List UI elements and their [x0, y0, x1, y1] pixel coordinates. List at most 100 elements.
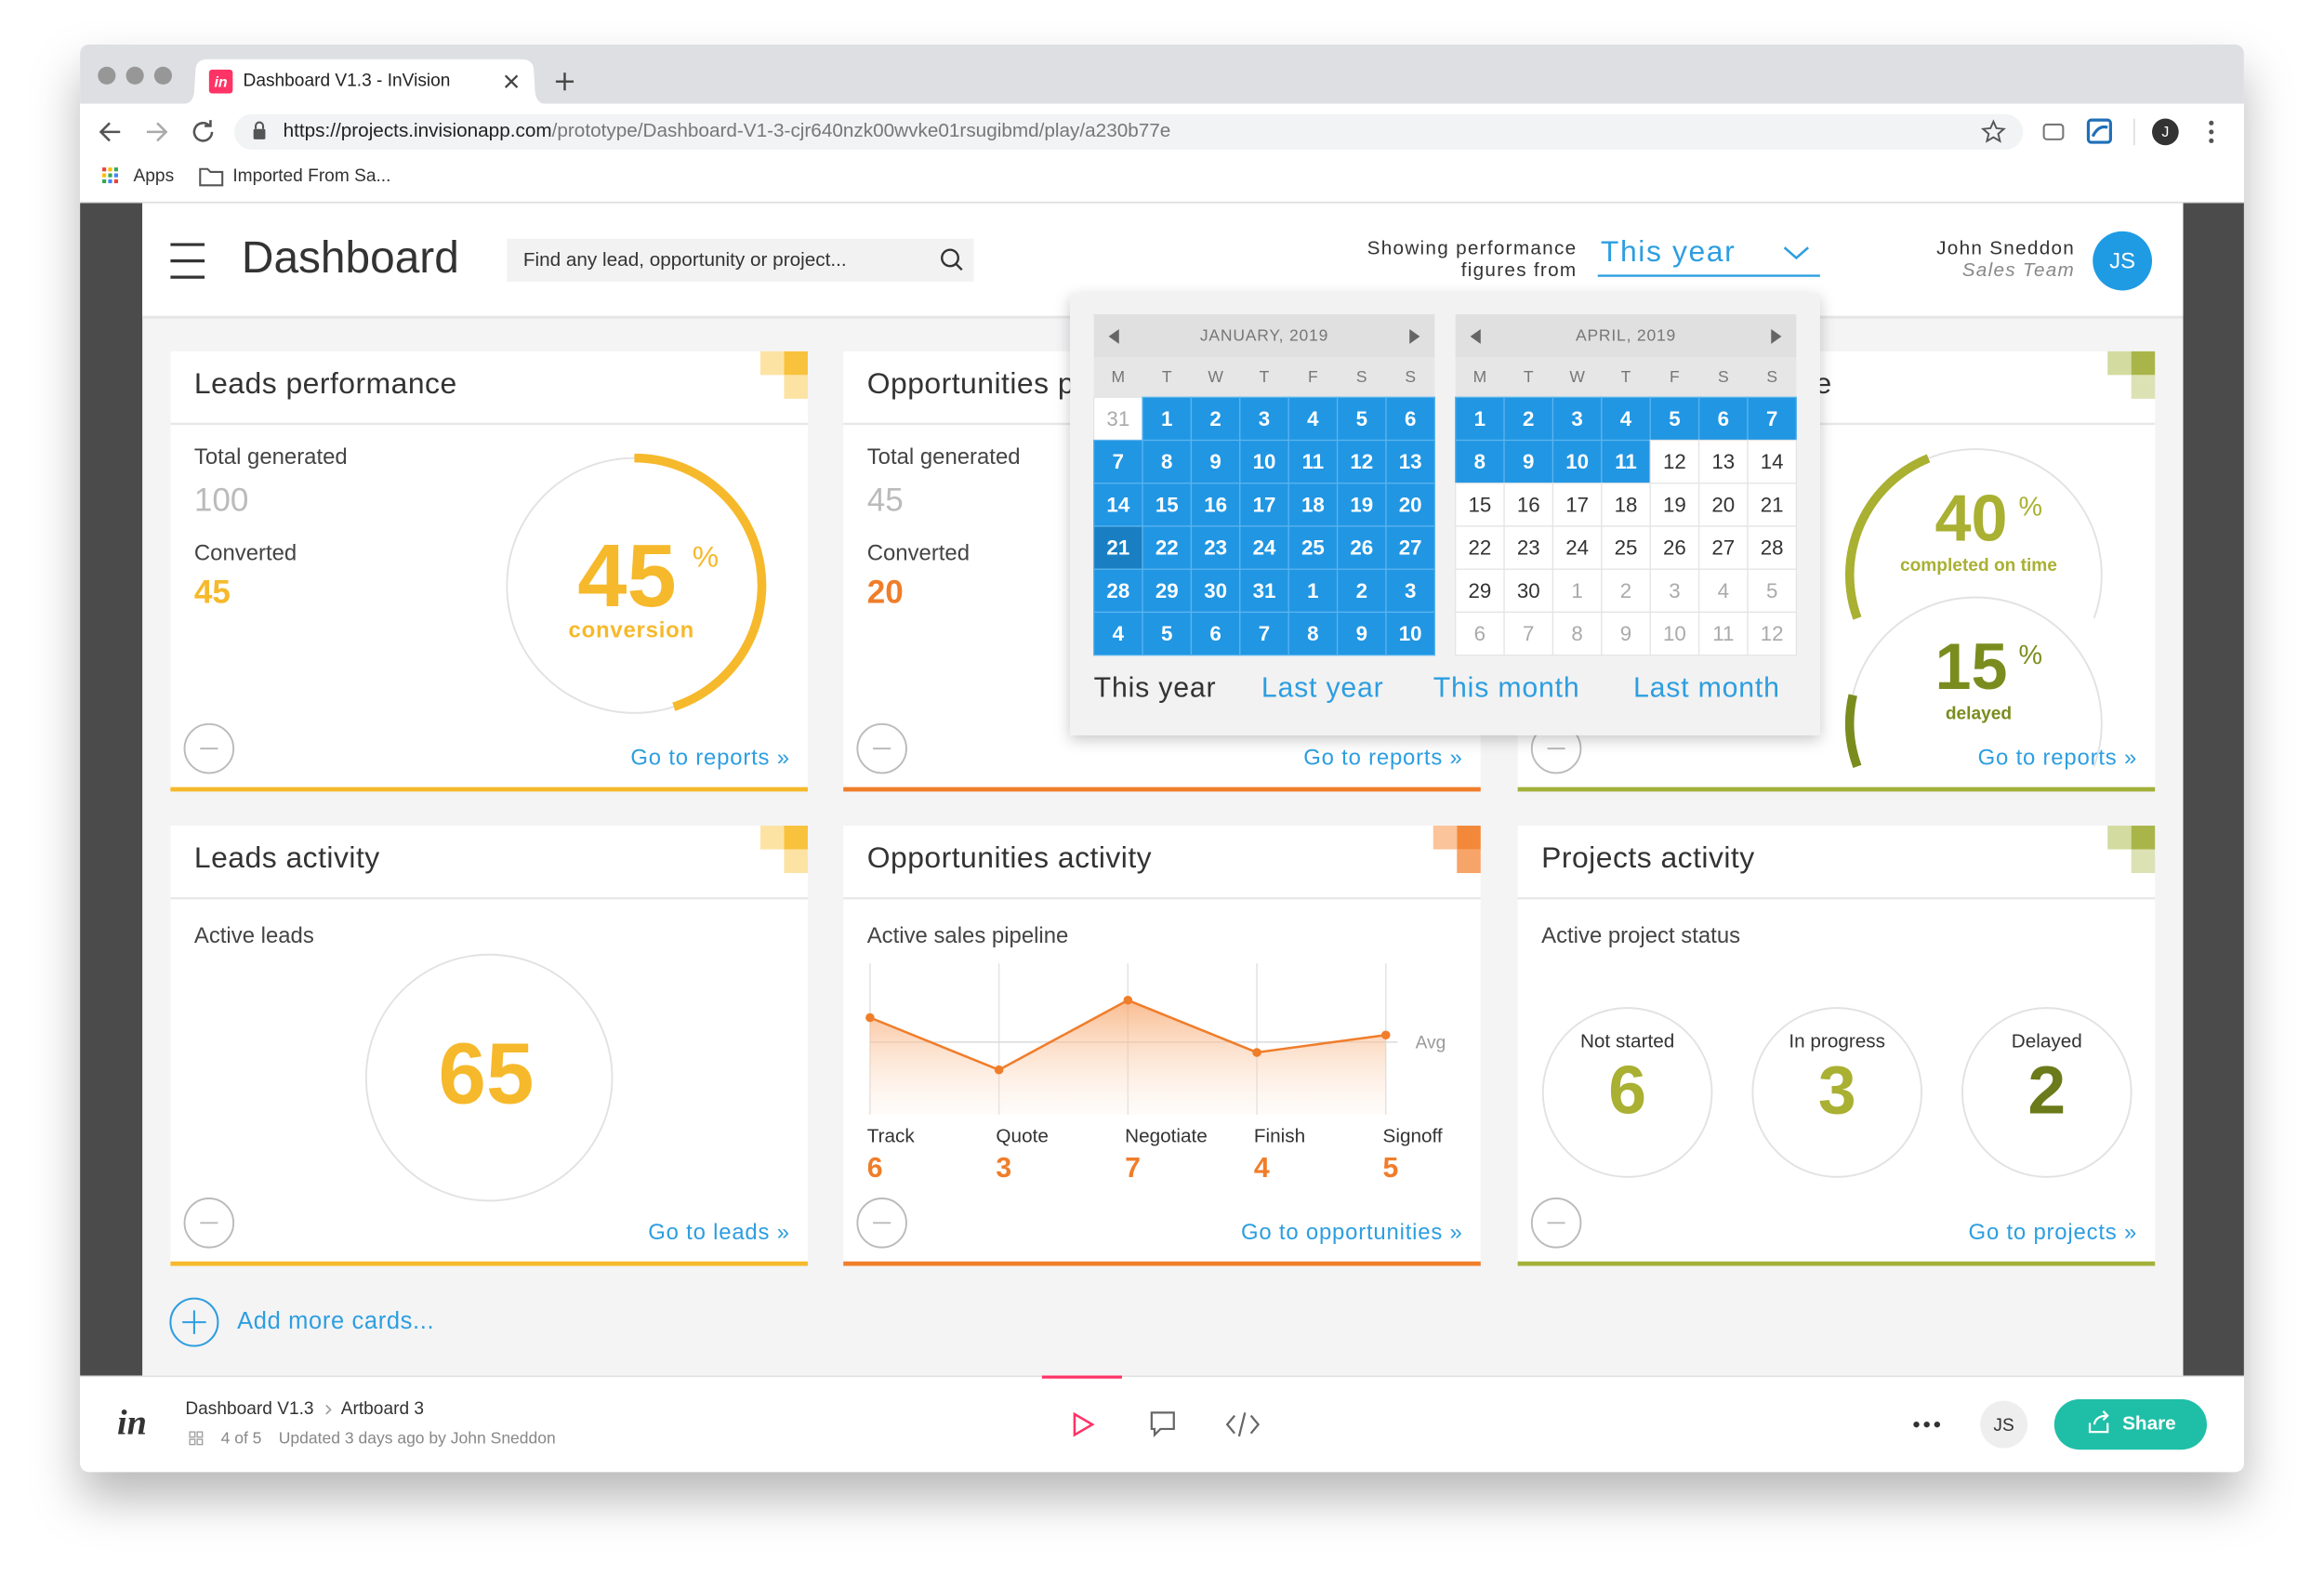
comment-mode[interactable] — [1150, 1411, 1175, 1438]
bookmark: Imported From Sa... — [232, 166, 390, 186]
day-cell[interactable] — [1601, 439, 1651, 484]
date-preset[interactable]: Last year — [1261, 672, 1384, 703]
collapse-button[interactable] — [183, 722, 235, 774]
more-dot[interactable] — [1913, 1421, 1920, 1428]
day-cell[interactable] — [1190, 611, 1241, 656]
collapse-button[interactable] — [856, 1198, 907, 1249]
add-cards-button[interactable] — [169, 1297, 219, 1347]
day-cell[interactable] — [1093, 568, 1143, 614]
day-cell[interactable] — [1455, 611, 1505, 656]
lock-icon — [253, 128, 266, 139]
profile-avatar — [2152, 118, 2179, 146]
period-label: figures from — [1461, 259, 1578, 281]
day-cell[interactable] — [1503, 525, 1554, 570]
preview-mode[interactable] — [1073, 1411, 1095, 1437]
day-cell[interactable] — [1697, 396, 1749, 442]
card-link[interactable]: Go to reports » — [1303, 746, 1462, 771]
day-cell[interactable] — [1287, 611, 1339, 656]
share-label[interactable]: Share — [2122, 1413, 2176, 1435]
day-cell[interactable] — [1552, 396, 1603, 442]
card-link[interactable]: Go to projects » — [1969, 1220, 2138, 1245]
more-dot[interactable] — [1923, 1421, 1930, 1428]
day-cell[interactable] — [1093, 611, 1143, 656]
day-cell[interactable] — [1747, 396, 1798, 442]
day-cell[interactable] — [1552, 568, 1603, 614]
month-prev[interactable] — [1108, 328, 1119, 344]
url-path: /prototype/Dashboard-V1-3-cjr640nzk00wvk… — [552, 120, 1171, 141]
tab — [183, 59, 546, 104]
day-cell[interactable] — [1287, 483, 1339, 527]
day-cell[interactable] — [1455, 396, 1505, 442]
collapse-button[interactable] — [856, 722, 907, 774]
card-link[interactable]: Go to reports » — [630, 746, 789, 771]
day-cell[interactable] — [1455, 568, 1505, 614]
day-cell[interactable] — [1190, 525, 1241, 570]
day-cell[interactable] — [1455, 439, 1505, 484]
day-cell[interactable] — [1747, 439, 1798, 484]
card-link[interactable]: Go to leads » — [648, 1220, 790, 1245]
pipeline-value: 5 — [1383, 1153, 1399, 1184]
day-cell[interactable] — [1747, 483, 1798, 527]
pipeline-point — [994, 1065, 1004, 1075]
more-dot[interactable] — [1934, 1421, 1941, 1428]
share-button[interactable] — [2053, 1399, 2207, 1450]
day-cell[interactable] — [1503, 396, 1554, 442]
day-cell[interactable] — [1747, 525, 1798, 570]
search-icon-handle — [955, 262, 963, 271]
day-cell[interactable] — [1455, 525, 1505, 570]
day-cell[interactable] — [1385, 483, 1435, 527]
month-next[interactable] — [1409, 328, 1420, 344]
day-cell[interactable] — [1093, 439, 1143, 484]
collapse-button[interactable] — [183, 1198, 235, 1249]
card-link[interactable]: Go to reports » — [1978, 746, 2137, 771]
date-preset[interactable]: Last month — [1633, 672, 1780, 703]
day-cell[interactable] — [1190, 396, 1241, 442]
day-cell[interactable] — [1503, 439, 1554, 484]
day-number: 7 — [1766, 407, 1777, 430]
stat-value: 45 — [194, 575, 231, 611]
card-link[interactable]: Go to opportunities » — [1241, 1220, 1463, 1245]
day-cell[interactable] — [1601, 611, 1651, 656]
day-cell[interactable] — [1385, 611, 1435, 656]
day-cell[interactable] — [1697, 525, 1749, 570]
collapse-button[interactable] — [1530, 1198, 1582, 1249]
day-cell[interactable] — [1093, 525, 1143, 570]
month-prev[interactable] — [1470, 328, 1481, 344]
big-value: 65 — [439, 1026, 535, 1122]
day-cell[interactable] — [1697, 568, 1749, 614]
day-cell[interactable] — [1239, 568, 1289, 614]
day-cell[interactable] — [1649, 611, 1700, 656]
day-cell[interactable] — [1385, 439, 1435, 484]
date-preset[interactable]: This month — [1433, 672, 1580, 703]
day-cell[interactable] — [1239, 439, 1289, 484]
add-cards-link[interactable]: Add more cards... — [237, 1308, 434, 1334]
day-cell[interactable] — [1455, 483, 1505, 527]
month-next[interactable] — [1771, 328, 1782, 344]
day-cell[interactable] — [1385, 568, 1435, 614]
day-cell[interactable] — [1142, 525, 1193, 570]
day-cell[interactable] — [1649, 483, 1700, 527]
day-cell[interactable] — [1385, 525, 1435, 570]
day-cell[interactable] — [1747, 611, 1798, 656]
day-cell[interactable] — [1601, 568, 1651, 614]
month-header — [1455, 313, 1797, 358]
day-cell[interactable] — [1649, 525, 1700, 570]
day-cell[interactable] — [1697, 483, 1749, 527]
day-cell[interactable] — [1142, 611, 1193, 656]
extension-icon — [2086, 118, 2112, 144]
day-cell[interactable] — [1190, 439, 1241, 484]
date-preset[interactable]: This year — [1094, 672, 1217, 703]
day-cell[interactable] — [1697, 439, 1749, 484]
day-cell[interactable] — [1336, 568, 1387, 614]
inspect-mode[interactable] — [1225, 1412, 1261, 1437]
day-cell[interactable] — [1385, 396, 1435, 442]
day-cell[interactable] — [1239, 483, 1289, 527]
reload-button — [192, 120, 214, 142]
day-number: 3 — [1571, 407, 1582, 430]
day-cell[interactable] — [1142, 483, 1193, 527]
day-cell[interactable] — [1649, 396, 1700, 442]
day-cell[interactable] — [1649, 439, 1700, 484]
day-number: 20 — [1399, 493, 1422, 516]
day-cell[interactable] — [1287, 439, 1339, 484]
day-cell[interactable] — [1336, 611, 1387, 656]
